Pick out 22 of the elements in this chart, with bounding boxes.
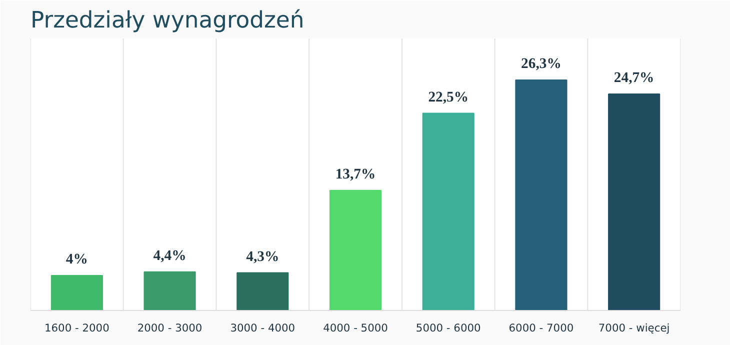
data-label: 4% <box>66 251 88 268</box>
data-label: 4,3% <box>246 248 280 265</box>
data-label: 24,7% <box>614 70 654 86</box>
bar <box>422 112 474 310</box>
bar <box>608 94 660 310</box>
bar <box>515 79 568 310</box>
data-label: 26,3% <box>521 56 562 72</box>
chart-title: Przedziały wynagrodzeń <box>30 8 304 34</box>
data-label: 4,4% <box>153 248 186 264</box>
bar <box>329 190 382 310</box>
x-tick-label: 3000 - 4000 <box>230 322 296 334</box>
x-tick-label: 4000 - 5000 <box>323 322 388 334</box>
x-tick-label: 6000 - 7000 <box>508 322 574 334</box>
bar <box>144 271 196 310</box>
x-tick-label: 7000 - więcej <box>598 322 670 334</box>
data-label: 22,5% <box>428 89 469 106</box>
bar <box>236 272 289 310</box>
x-tick-label: 2000 - 3000 <box>137 322 202 334</box>
x-tick-label: 1600 - 2000 <box>44 322 110 334</box>
data-label: 13,7% <box>335 166 376 182</box>
x-tick-label: 5000 - 6000 <box>416 322 482 334</box>
bar <box>50 274 103 310</box>
